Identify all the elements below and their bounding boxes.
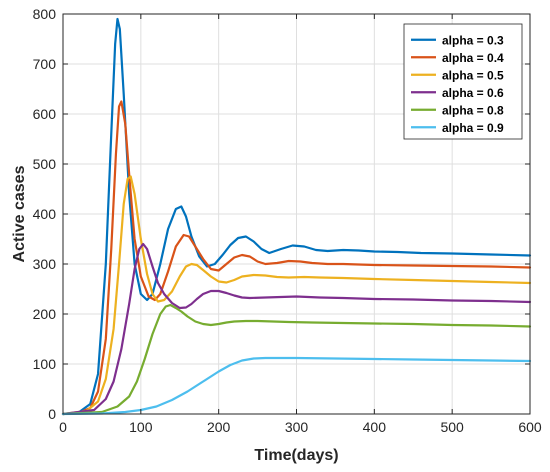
y-tick-label: 200 — [33, 306, 57, 322]
x-tick-label: 500 — [440, 419, 464, 435]
legend: alpha = 0.3 alpha = 0.4 alpha = 0.5 alpha =… — [403, 23, 523, 140]
y-tick-label: 500 — [33, 156, 57, 172]
y-tick-label: 0 — [48, 406, 56, 422]
legend-label-5: alpha = 0.9 — [442, 121, 504, 135]
legend-label-3: alpha = 0.6 — [442, 86, 504, 100]
y-tick-label: 400 — [33, 206, 57, 222]
x-tick-label: 300 — [285, 419, 309, 435]
y-tick-label: 600 — [33, 106, 57, 122]
x-tick-label: 600 — [518, 419, 542, 435]
y-tick-label: 700 — [33, 56, 57, 72]
series-group — [61, 17, 532, 416]
series-line-1 — [61, 100, 532, 416]
series-line-3 — [61, 242, 532, 416]
y-tick-label: 100 — [33, 356, 57, 372]
x-tick-label: 200 — [207, 419, 231, 435]
series-line-5 — [61, 356, 532, 416]
y-tick-label: 800 — [33, 6, 57, 22]
legend-label-0: alpha = 0.3 — [442, 33, 504, 47]
x-tick-label: 400 — [363, 419, 387, 435]
series-line-0 — [61, 17, 532, 416]
legend-box — [403, 23, 523, 140]
series-line-2 — [61, 175, 532, 416]
series-line-4 — [61, 303, 532, 416]
y-tick-label: 300 — [33, 256, 57, 272]
x-tick-label: 0 — [59, 419, 67, 435]
legend-label-2: alpha = 0.5 — [442, 68, 504, 82]
x-axis-label: Time(days) — [254, 447, 338, 464]
x-tick-label: 100 — [129, 419, 153, 435]
legend-label-4: alpha = 0.8 — [442, 103, 504, 117]
legend-label-1: alpha = 0.4 — [442, 51, 504, 65]
y-axis-label: Active cases — [11, 165, 28, 262]
axis-ticks: 0 100 200 300 400 500 600 0 100 200 300 400 500 600 70… — [33, 6, 542, 435]
